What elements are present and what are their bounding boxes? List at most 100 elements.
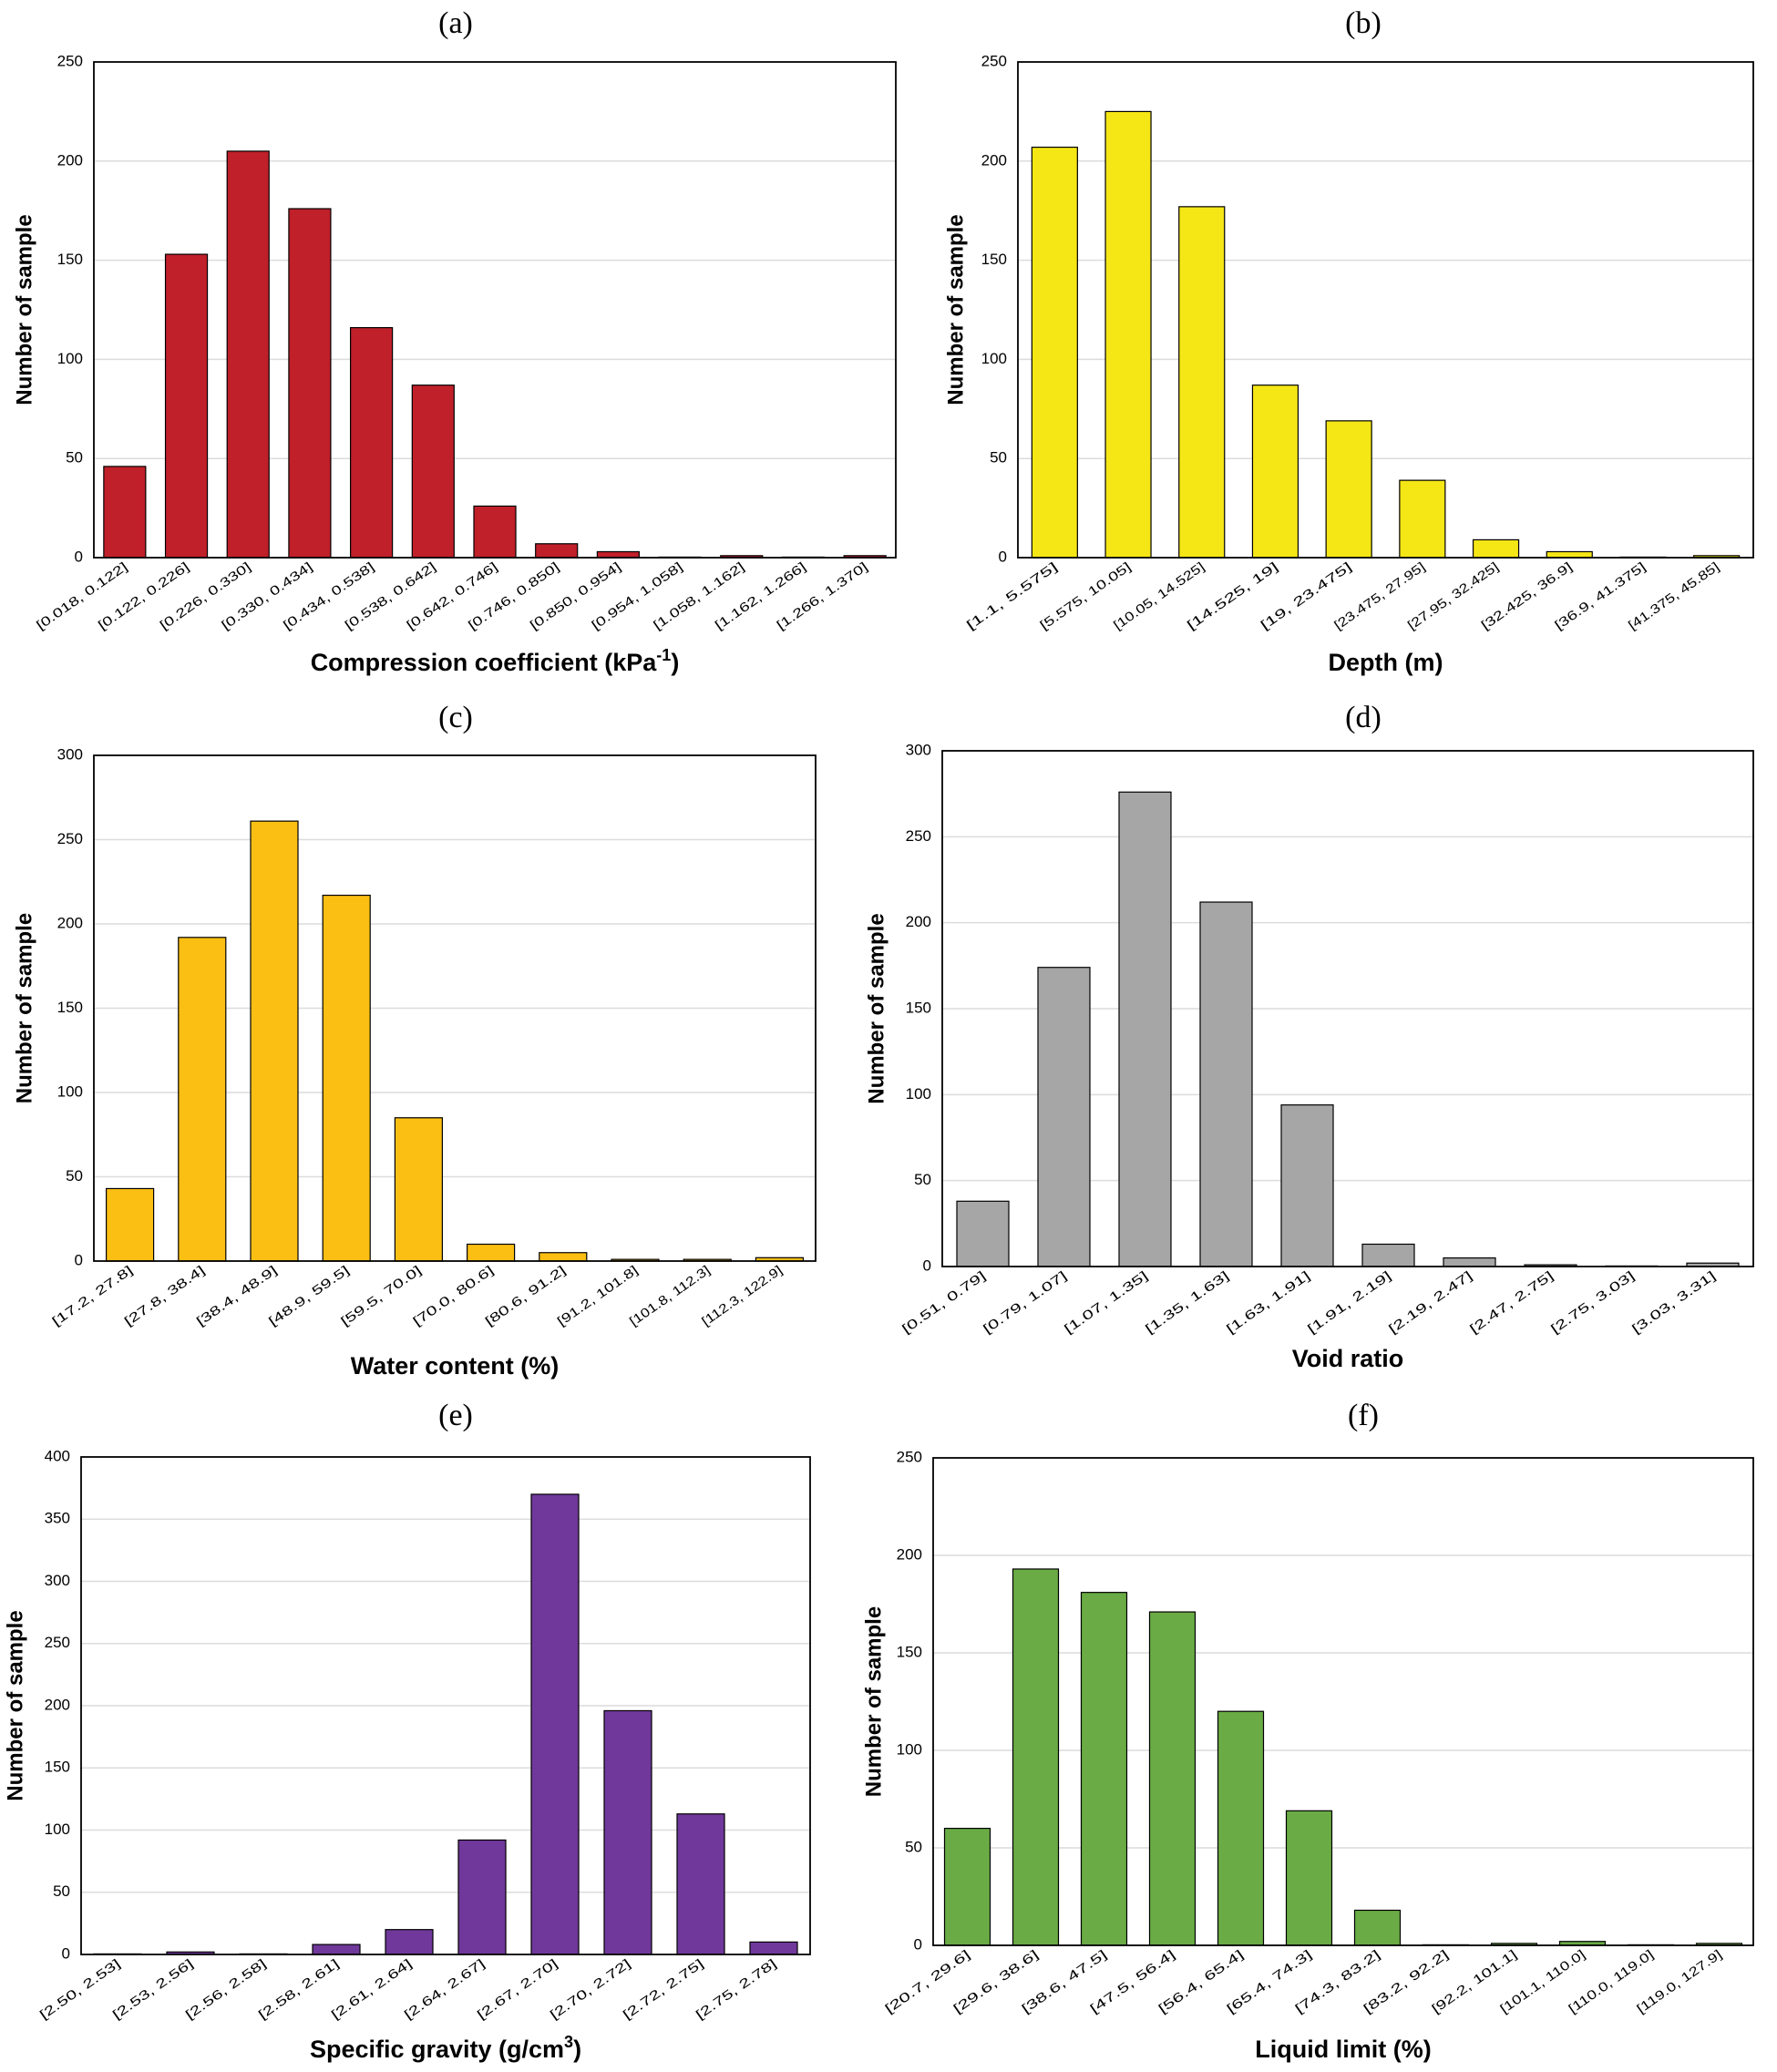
- panel-label: (e): [438, 1399, 473, 1432]
- y-axis-title: Number of sample: [3, 1610, 27, 1800]
- bar: [322, 894, 371, 1262]
- x-axis-title-text: Compression coefficient (kPa: [311, 649, 658, 676]
- bar: [1104, 110, 1152, 559]
- bar: [676, 1813, 725, 1955]
- y-axis-title: Number of sample: [12, 214, 36, 405]
- bar: [164, 253, 209, 559]
- x-axis-title: Liquid limit (%): [1255, 2036, 1431, 2063]
- y-tick-label: 200: [906, 913, 931, 930]
- y-tick-label: 100: [57, 1082, 83, 1100]
- bar: [1080, 1592, 1128, 1946]
- x-axis-title: Specific gravity (g/cm3): [310, 2033, 581, 2063]
- bar: [105, 1187, 155, 1262]
- panel-label: (b): [1345, 6, 1382, 40]
- bar: [1399, 479, 1446, 559]
- y-tick-label: 250: [57, 830, 83, 847]
- bar: [1037, 967, 1091, 1267]
- x-axis-title: Compression coefficient (kPa-1): [311, 646, 680, 676]
- bar: [1012, 1568, 1060, 1946]
- y-tick-label: 300: [57, 745, 83, 763]
- y-tick-label: 0: [75, 548, 83, 565]
- bar: [943, 1827, 991, 1946]
- y-tick-label: 50: [53, 1882, 70, 1900]
- y-tick-label: 150: [981, 251, 1007, 268]
- x-axis-title-superscript: 3: [564, 2033, 573, 2051]
- bar: [1199, 901, 1253, 1267]
- panel-label: (c): [438, 701, 473, 734]
- bar: [226, 150, 270, 559]
- bar: [178, 937, 227, 1262]
- bar: [1178, 206, 1226, 559]
- y-axis-title: Number of sample: [861, 1606, 886, 1797]
- x-axis-title: Void ratio: [1292, 1345, 1404, 1372]
- bar: [103, 466, 147, 559]
- bar: [603, 1709, 652, 1955]
- x-axis-title: Water content (%): [351, 1352, 560, 1380]
- x-axis-title-text: Specific gravity (g/cm: [310, 2036, 564, 2063]
- x-axis-title-tail: ): [671, 649, 679, 676]
- bar: [1148, 1611, 1197, 1946]
- y-tick-label: 300: [45, 1572, 70, 1589]
- x-axis-title-text: Depth (m): [1329, 649, 1443, 676]
- bar: [385, 1929, 434, 1955]
- plot-frame: [93, 754, 817, 1262]
- x-axis-title-superscript: -1: [656, 646, 671, 664]
- y-tick-label: 150: [45, 1759, 70, 1776]
- bar: [394, 1117, 443, 1262]
- bar: [1251, 385, 1299, 559]
- y-axis-title: Number of sample: [943, 214, 968, 405]
- x-axis-title: Depth (m): [1329, 649, 1443, 676]
- x-axis-title-text: Void ratio: [1292, 1345, 1404, 1372]
- bar: [1325, 420, 1372, 559]
- y-tick-label: 50: [66, 1167, 83, 1185]
- x-axis-title-text: Water content (%): [351, 1352, 560, 1380]
- y-tick-label: 100: [897, 1740, 922, 1758]
- y-tick-label: 100: [906, 1085, 931, 1103]
- y-tick-label: 0: [999, 548, 1007, 565]
- bar: [1280, 1104, 1334, 1267]
- y-tick-label: 250: [906, 827, 931, 845]
- y-tick-label: 150: [57, 999, 83, 1016]
- y-tick-label: 0: [914, 1935, 922, 1953]
- bar: [473, 505, 517, 559]
- bar: [956, 1200, 1010, 1267]
- plot-frame: [1017, 61, 1754, 559]
- y-tick-label: 100: [57, 350, 83, 367]
- y-tick-label: 400: [45, 1447, 70, 1464]
- bar: [1217, 1710, 1265, 1946]
- x-axis-title-tail: ): [573, 2036, 581, 2063]
- y-tick-label: 50: [914, 1171, 931, 1188]
- y-tick-label: 50: [66, 449, 83, 467]
- y-tick-label: 250: [897, 1448, 922, 1465]
- y-tick-label: 250: [981, 52, 1007, 69]
- y-tick-label: 50: [905, 1838, 922, 1855]
- y-tick-label: 0: [75, 1251, 83, 1268]
- y-tick-label: 100: [45, 1821, 70, 1838]
- y-tick-label: 250: [57, 52, 83, 69]
- y-tick-label: 150: [897, 1643, 922, 1660]
- x-axis-title-text: Liquid limit (%): [1255, 2036, 1431, 2063]
- y-tick-label: 200: [981, 151, 1007, 169]
- plot-frame: [80, 1456, 811, 1955]
- bar: [457, 1839, 507, 1955]
- y-tick-label: 50: [990, 449, 1007, 467]
- bar: [411, 385, 455, 559]
- y-tick-label: 350: [45, 1510, 70, 1527]
- y-tick-label: 200: [897, 1545, 922, 1563]
- y-tick-label: 150: [57, 251, 83, 268]
- bar: [1285, 1810, 1333, 1946]
- y-tick-label: 200: [57, 151, 83, 169]
- bar: [350, 326, 394, 559]
- panel-label: (d): [1345, 701, 1382, 734]
- y-axis-title: Number of sample: [12, 913, 36, 1103]
- plot-frame: [93, 61, 897, 559]
- bar: [1353, 1909, 1402, 1946]
- y-tick-label: 0: [62, 1944, 70, 1962]
- y-tick-label: 200: [45, 1696, 70, 1713]
